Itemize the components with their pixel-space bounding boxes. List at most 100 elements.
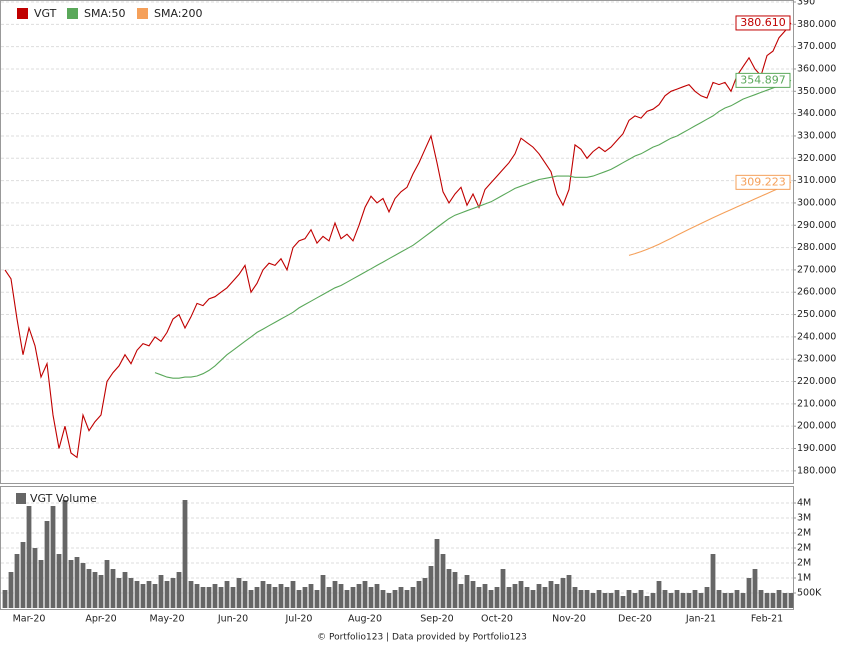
- series-line: [628, 181, 792, 256]
- x-tick-label: Oct-20: [481, 614, 513, 625]
- volume-bar: [512, 584, 518, 608]
- volume-bar: [116, 578, 122, 608]
- y-tick-label: 290.000: [797, 220, 836, 231]
- volume-bar: [632, 593, 638, 608]
- y-tick-label: 200.000: [797, 421, 836, 432]
- volume-bar: [182, 500, 188, 608]
- y-tick-label: 2M: [797, 528, 811, 539]
- x-tick-label: May-20: [150, 614, 185, 625]
- y-tick-label: 390: [797, 0, 815, 8]
- x-tick-label: Sep-20: [420, 614, 453, 625]
- y-tick-label: 220.000: [797, 376, 836, 387]
- volume-bar: [644, 596, 650, 608]
- legend-swatch: [17, 8, 28, 19]
- volume-bar: [746, 578, 752, 608]
- volume-bar: [350, 587, 356, 608]
- volume-bar: [662, 590, 668, 608]
- volume-bar: [530, 590, 536, 608]
- y-tick-label: 2M: [797, 558, 811, 569]
- volume-bar: [302, 587, 308, 608]
- y-tick-label: 360.000: [797, 63, 836, 74]
- y-tick-label: 1M: [797, 573, 811, 584]
- volume-bar: [140, 584, 146, 608]
- volume-bar: [398, 587, 404, 608]
- volume-bar: [26, 506, 32, 608]
- volume-bar: [422, 578, 428, 608]
- volume-bar: [38, 560, 44, 608]
- volume-bar: [560, 578, 566, 608]
- volume-bar: [542, 587, 548, 608]
- volume-bar: [488, 590, 494, 608]
- volume-bar: [428, 566, 434, 608]
- volume-bar: [764, 593, 770, 608]
- legend-swatch: [137, 8, 148, 19]
- volume-bar: [80, 563, 86, 608]
- volume-bar: [464, 575, 470, 608]
- y-tick-label: 240.000: [797, 331, 836, 342]
- volume-bar: [716, 590, 722, 608]
- volume-bar: [626, 590, 632, 608]
- x-tick-label: Jun-20: [217, 614, 248, 625]
- volume-bar: [482, 584, 488, 608]
- volume-bar: [782, 593, 788, 608]
- volume-bar: [686, 593, 692, 608]
- volume-bar: [62, 500, 68, 608]
- volume-bar: [152, 584, 158, 608]
- volume-bar: [434, 539, 440, 608]
- volume-bar: [176, 572, 182, 608]
- volume-bar: [188, 581, 194, 608]
- volume-bar: [734, 590, 740, 608]
- y-tick-label: 190.000: [797, 443, 836, 454]
- x-tick-label: Nov-20: [552, 614, 586, 625]
- volume-bar: [128, 578, 134, 608]
- volume-bar: [242, 581, 248, 608]
- value-label-box: [735, 15, 791, 31]
- volume-bar: [668, 593, 674, 608]
- x-tick-label: Jul-20: [285, 614, 313, 625]
- volume-bar: [362, 581, 368, 608]
- volume-bar: [8, 572, 14, 608]
- value-label: 354.897: [740, 73, 786, 86]
- y-tick-label: 350.000: [797, 86, 836, 97]
- volume-bar: [212, 584, 218, 608]
- volume-bar: [386, 593, 392, 608]
- volume-bar: [98, 575, 104, 608]
- volume-bar: [596, 590, 602, 608]
- volume-bar: [566, 575, 572, 608]
- volume-bar: [710, 554, 716, 608]
- volume-bar: [446, 569, 452, 608]
- volume-bar: [410, 587, 416, 608]
- volume-bar: [56, 554, 62, 608]
- volume-bar: [416, 581, 422, 608]
- volume-bar: [374, 584, 380, 608]
- volume-bar: [74, 557, 80, 608]
- volume-bar: [206, 587, 212, 608]
- volume-bar: [218, 587, 224, 608]
- volume-bar: [638, 590, 644, 608]
- volume-bar: [590, 593, 596, 608]
- volume-bar: [158, 575, 164, 608]
- volume-bar: [740, 593, 746, 608]
- legend-swatch: [67, 8, 78, 19]
- volume-bar: [656, 581, 662, 608]
- volume-bar: [722, 593, 728, 608]
- value-label-box: [735, 174, 791, 190]
- volume-bar: [728, 593, 734, 608]
- y-tick-label: 300.000: [797, 197, 836, 208]
- footer: © Portfolio123 | Data provided by Portfo…: [317, 633, 527, 643]
- volume-bar: [554, 584, 560, 608]
- y-tick-label: 280.000: [797, 242, 836, 253]
- volume-bar: [518, 581, 524, 608]
- volume-bar: [296, 590, 302, 608]
- volume-bar: [314, 590, 320, 608]
- y-tick-label: 230.000: [797, 354, 836, 365]
- volume-bar: [308, 584, 314, 608]
- volume-bar: [476, 587, 482, 608]
- y-tick-label: 370.000: [797, 41, 836, 52]
- y-tick-label: 260.000: [797, 287, 836, 298]
- volume-bar: [494, 587, 500, 608]
- volume-bar: [278, 584, 284, 608]
- volume-bar: [698, 593, 704, 608]
- volume-bar: [50, 506, 56, 608]
